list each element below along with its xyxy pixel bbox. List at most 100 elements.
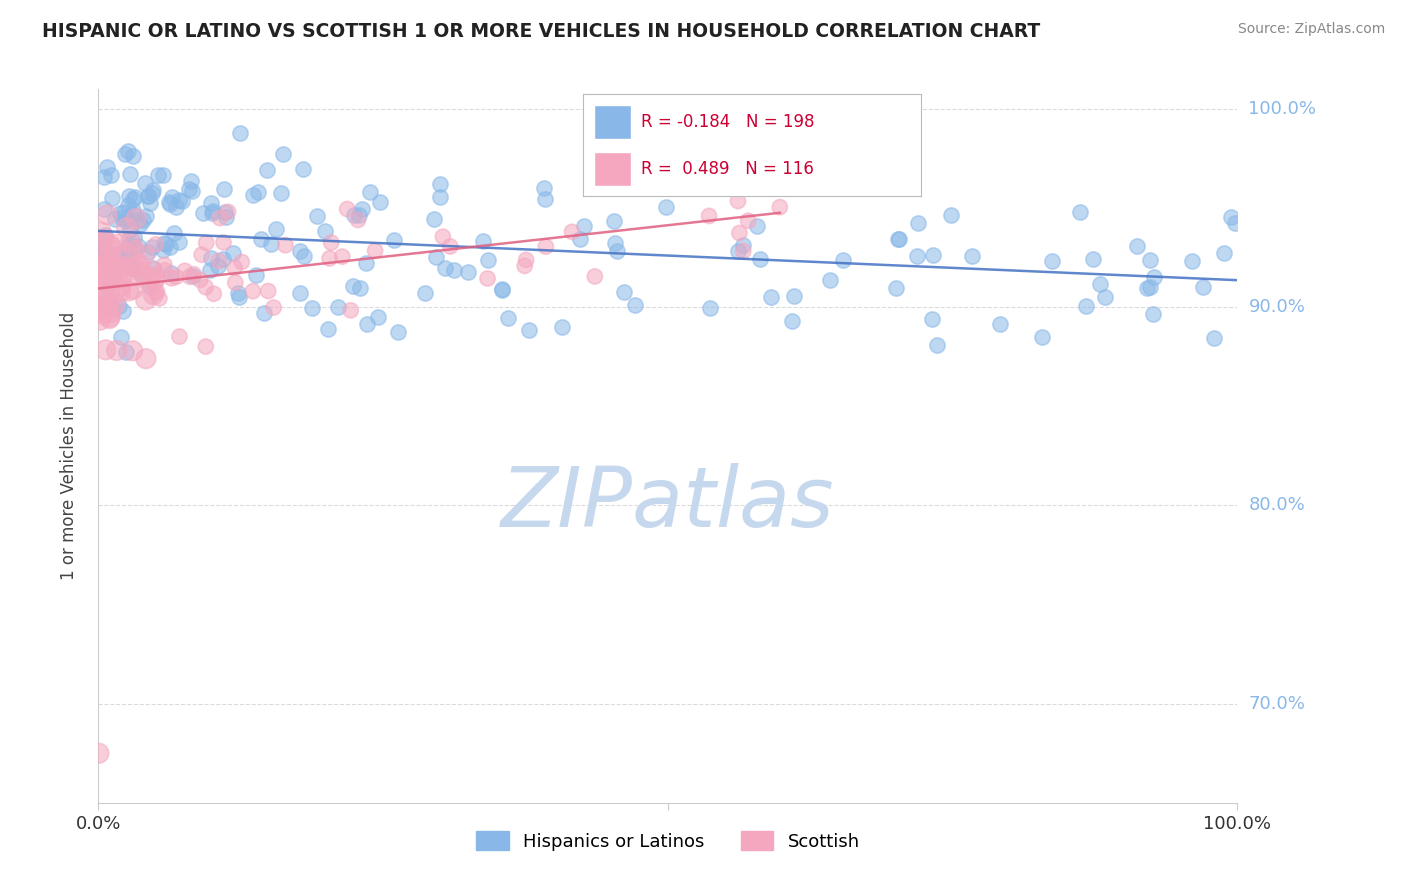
Point — [142, 183, 165, 197]
Point — [136, 189, 159, 203]
Point — [124, 240, 146, 254]
Point — [127, 213, 149, 227]
Point — [443, 263, 465, 277]
Point — [423, 212, 446, 227]
Point — [290, 244, 312, 258]
Point — [111, 260, 134, 274]
Text: 90.0%: 90.0% — [1249, 298, 1305, 317]
Point — [104, 211, 127, 226]
Point — [132, 213, 155, 227]
Point — [368, 195, 391, 210]
Point — [1212, 245, 1234, 260]
Point — [124, 190, 146, 204]
Point — [97, 293, 120, 307]
Point — [925, 338, 948, 352]
FancyBboxPatch shape — [593, 105, 631, 139]
Point — [960, 248, 983, 262]
Point — [181, 269, 204, 284]
Legend: Hispanics or Latinos, Scottish: Hispanics or Latinos, Scottish — [468, 824, 868, 858]
Point — [138, 188, 160, 202]
Point — [457, 265, 479, 279]
Point — [1094, 290, 1116, 304]
Point — [103, 272, 125, 286]
Point — [112, 260, 135, 275]
Point — [117, 240, 139, 254]
Point — [124, 230, 146, 244]
Point — [93, 227, 115, 242]
Point — [1139, 280, 1161, 294]
Point — [100, 169, 122, 183]
Point — [98, 310, 121, 324]
Point — [101, 272, 124, 286]
Point — [153, 263, 176, 277]
Point — [104, 257, 127, 271]
Point — [208, 211, 231, 225]
Point — [1136, 281, 1159, 295]
Point — [321, 235, 343, 250]
Point — [188, 273, 211, 287]
Point — [921, 312, 943, 326]
Point — [737, 213, 759, 227]
Point — [183, 267, 205, 281]
Point — [110, 205, 132, 219]
Point — [89, 300, 111, 314]
Point — [110, 279, 132, 293]
Point — [170, 194, 193, 209]
Point — [139, 195, 162, 210]
Point — [165, 201, 187, 215]
Point — [271, 146, 294, 161]
Point — [231, 255, 253, 269]
Point — [145, 237, 167, 252]
Point — [551, 320, 574, 334]
Text: 70.0%: 70.0% — [1249, 695, 1305, 713]
Point — [831, 252, 853, 267]
Point — [117, 244, 139, 259]
Point — [226, 285, 249, 300]
Text: R = -0.184   N = 198: R = -0.184 N = 198 — [641, 113, 814, 131]
Point — [101, 241, 124, 255]
Point — [193, 206, 215, 220]
Point — [180, 174, 202, 188]
Point — [425, 250, 447, 264]
Text: Source: ZipAtlas.com: Source: ZipAtlas.com — [1237, 22, 1385, 37]
Point — [120, 168, 142, 182]
Point — [769, 200, 792, 214]
Point — [93, 271, 115, 285]
Point — [229, 126, 252, 140]
Point — [110, 285, 132, 300]
Point — [91, 307, 114, 321]
Point — [343, 208, 366, 222]
Point — [339, 303, 361, 318]
Point — [367, 310, 389, 324]
Point — [1225, 216, 1247, 230]
Point — [1204, 331, 1226, 345]
Point — [96, 297, 118, 311]
Point — [152, 243, 174, 257]
Point — [342, 278, 364, 293]
Point — [1142, 307, 1164, 321]
Point — [122, 260, 145, 275]
Point — [96, 208, 118, 222]
Point — [155, 237, 177, 252]
Point — [135, 209, 157, 223]
Point — [159, 197, 181, 211]
Point — [222, 246, 245, 260]
Point — [721, 158, 744, 172]
Point — [905, 249, 928, 263]
Point — [108, 299, 131, 313]
Point — [159, 240, 181, 254]
Point — [1074, 300, 1097, 314]
Point — [1031, 330, 1053, 344]
Point — [515, 252, 537, 267]
Point — [91, 233, 114, 247]
Point — [118, 284, 141, 298]
Point — [98, 256, 121, 270]
Point — [382, 233, 405, 247]
Point — [115, 345, 138, 359]
Point — [745, 219, 768, 233]
Point — [274, 238, 297, 252]
Point — [87, 273, 110, 287]
Point — [141, 186, 163, 200]
Point — [98, 285, 121, 299]
Point — [212, 235, 235, 250]
